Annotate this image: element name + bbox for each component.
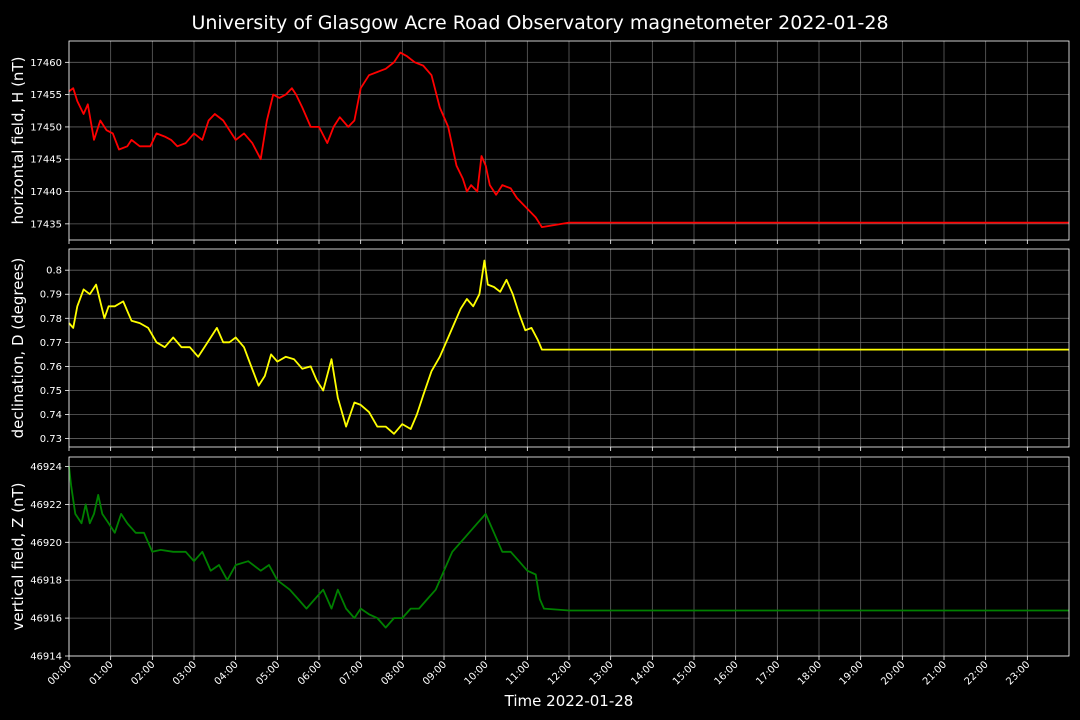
y-tick-label: 0.75 bbox=[40, 386, 62, 397]
plot-frame bbox=[68, 248, 1070, 448]
y-tick-label: 0.77 bbox=[40, 338, 62, 349]
chart-title: University of Glasgow Acre Road Observat… bbox=[191, 12, 888, 34]
y-tick-label: 0.79 bbox=[40, 290, 62, 301]
z-field-series-line bbox=[68, 466, 1069, 629]
y-tick-label: 46914 bbox=[30, 652, 62, 663]
y-tick-label: 0.8 bbox=[46, 266, 62, 277]
x-axis-label: Time 2022-01-28 bbox=[504, 692, 634, 710]
y-tick-label: 0.76 bbox=[40, 362, 62, 373]
y-tick-label: 17455 bbox=[30, 90, 62, 101]
h-field-series-line bbox=[68, 51, 1069, 228]
y-tick-label: 46924 bbox=[30, 462, 62, 473]
y-tick-label: 17440 bbox=[30, 187, 62, 198]
y-tick-label: 0.78 bbox=[40, 314, 62, 325]
y-tick-label: 46918 bbox=[30, 576, 62, 587]
y-tick-label: 46916 bbox=[30, 614, 62, 625]
y-tick-label: 46920 bbox=[30, 538, 62, 549]
plot-frame bbox=[68, 456, 1070, 657]
y-tick-label: 0.74 bbox=[40, 410, 62, 421]
y-tick-label: 17460 bbox=[30, 58, 62, 69]
y-tick-label: 17435 bbox=[30, 219, 62, 230]
y-tick-label: 17450 bbox=[30, 122, 62, 133]
h-field-panel: 17435 17440 17445 17450 17455 17460horizontal… bbox=[9, 40, 1070, 244]
y-tick-label: 0.73 bbox=[40, 434, 62, 445]
y-axis-label: declination, D (degrees) bbox=[9, 258, 27, 439]
y-tick-label: 17445 bbox=[30, 155, 62, 166]
declination-panel: 0.73 0.74 0.75 0.76 0.77 0.78 0.79 0.8 declinati… bbox=[9, 248, 1070, 451]
y-axis-label: horizontal field, H (nT) bbox=[9, 57, 27, 225]
declination-series-line bbox=[68, 259, 1069, 435]
y-tick-label: 46922 bbox=[30, 500, 62, 511]
y-axis-label: vertical field, Z (nT) bbox=[9, 482, 27, 630]
plot-frame bbox=[68, 40, 1070, 241]
